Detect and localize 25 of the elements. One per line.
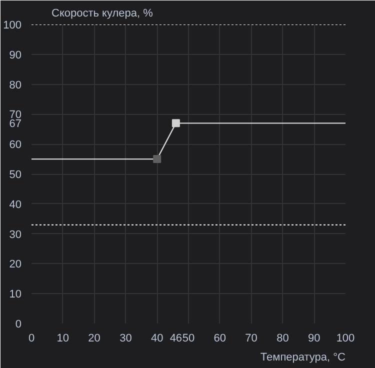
- y-tick-label: 20: [9, 258, 22, 271]
- x-tick-label: 40: [150, 332, 164, 344]
- y-tick-label: 60: [9, 139, 22, 152]
- y-tick-label: 90: [9, 49, 22, 62]
- x-tick-label: 20: [88, 332, 100, 344]
- y-tick-label: 67: [9, 118, 22, 130]
- x-tick-label: 10: [56, 332, 70, 344]
- x-tick-label: 100: [336, 332, 355, 344]
- y-tick-label: 0: [15, 318, 22, 330]
- y-tick-label: 30: [9, 228, 22, 241]
- y-tick-label: 100: [3, 20, 22, 32]
- x-tick-label: 46: [170, 332, 182, 344]
- y-tick-label: 40: [9, 198, 22, 211]
- x-axis-title: Температура, °C: [260, 352, 346, 364]
- x-tick-label: 30: [120, 332, 132, 344]
- x-tick-label: 50: [182, 332, 195, 344]
- x-tick-label: 80: [276, 332, 289, 344]
- y-axis-title: Скорость кулера, %: [52, 8, 154, 20]
- x-tick-label: 90: [308, 332, 320, 344]
- y-tick-label: 80: [9, 79, 22, 92]
- y-tick-label: 10: [9, 288, 22, 301]
- x-tick-label: 60: [214, 332, 226, 344]
- x-tick-label: 0: [28, 332, 35, 344]
- y-tick-label: 50: [9, 169, 22, 181]
- x-tick-label: 70: [245, 332, 258, 344]
